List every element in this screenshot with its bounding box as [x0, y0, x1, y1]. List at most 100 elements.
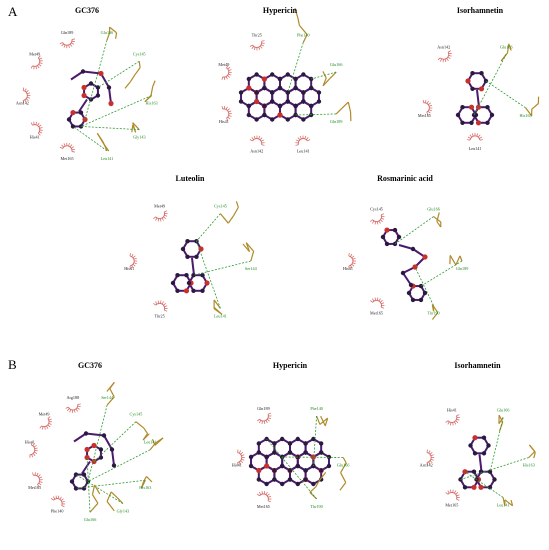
arc-curve	[447, 415, 458, 423]
arc-curve	[237, 452, 243, 463]
arc-spike	[307, 139, 311, 142]
chain-bond	[498, 422, 504, 432]
hydrophobic-contact-arc	[467, 132, 483, 141]
chain-bond	[106, 501, 115, 512]
arc-spike	[131, 253, 134, 257]
arc-curve	[426, 452, 432, 463]
diagram-title: Rosmarinic acid	[377, 174, 433, 183]
arc-spike	[447, 421, 450, 425]
hydrogen-bond	[75, 479, 146, 489]
hbond-residue-label: Leu141	[144, 440, 157, 445]
arc-curve	[23, 90, 28, 101]
hydrophobic-residue-label: Met165	[257, 504, 270, 509]
residue-side-chain	[106, 26, 118, 41]
oxygen-atom	[264, 463, 270, 469]
carbon-atom	[185, 239, 190, 244]
arc-spike	[352, 257, 356, 260]
hydrophobic-residue-label: Asn142	[437, 44, 450, 49]
carbon-atom	[280, 463, 285, 469]
carbon-atom	[380, 234, 386, 240]
hydrogen-bond	[97, 60, 140, 88]
carbon-atom	[471, 112, 477, 118]
arc-spike	[68, 143, 70, 147]
arc-spike	[238, 461, 242, 465]
arc-spike	[34, 451, 38, 454]
carbon-atom	[301, 72, 306, 77]
arc-spike	[39, 131, 43, 134]
chain-bond	[504, 499, 513, 507]
carbon-atom	[293, 85, 298, 91]
carbon-atom	[254, 90, 259, 95]
chain-bond	[106, 381, 115, 392]
arc-spike	[476, 133, 479, 137]
arc-curve	[372, 300, 382, 308]
chain-bond	[322, 71, 327, 79]
carbon-atom	[270, 90, 275, 95]
hydrophobic-residue-label: Phe140	[51, 509, 64, 514]
arc-spike	[30, 122, 33, 126]
arc-spike	[132, 255, 136, 259]
arc-spike	[38, 124, 42, 128]
arc-spike	[380, 300, 383, 303]
hydrophobic-residue-label: Met165	[28, 485, 41, 490]
arc-spike	[256, 493, 260, 497]
carbon-atom	[106, 85, 112, 90]
carbon-atom	[280, 481, 285, 487]
oxygen-atom	[478, 86, 485, 92]
diagram-isorhamnetin-a: Isorhamnetin Glu166 His163 Leu141 Met165 Asn…	[405, 2, 545, 172]
carbon-atom	[316, 90, 322, 95]
diagram-title: Isorhamnetin	[456, 6, 504, 15]
arc-spike	[429, 460, 433, 463]
arc-curve	[297, 138, 308, 145]
arc-spike	[69, 43, 73, 47]
arc-spike	[267, 500, 272, 503]
panel-letter-b: B	[8, 357, 17, 372]
arc-spike	[454, 490, 457, 494]
hydrophobic-contact-arc	[32, 472, 43, 488]
chain-bond	[533, 452, 536, 459]
interaction-diagram: Glu166 Cys145 His163 Gly143 Leu141 Met165 His4…	[16, 26, 158, 161]
hydrophobic-residue-label: Leu141	[469, 146, 482, 151]
chain-bond	[298, 24, 308, 35]
chain-bond	[91, 494, 99, 504]
carbon-atom	[73, 486, 79, 491]
arc-spike	[37, 474, 41, 477]
carbon-atom	[200, 273, 205, 278]
oxygen-atom	[468, 104, 475, 110]
arc-spike	[426, 112, 429, 116]
carbon-atom	[392, 227, 398, 233]
arc-curve	[129, 255, 135, 267]
carbon-atom	[264, 454, 269, 460]
carbon-atom	[400, 270, 406, 276]
arc-spike	[39, 62, 43, 64]
hbond-residue-label: His163	[523, 463, 535, 468]
carbon-atom	[287, 450, 293, 455]
arc-spike	[71, 146, 75, 149]
diagram-title: GC376	[75, 6, 99, 15]
arc-spike	[160, 300, 162, 304]
hydrophobic-contact-arc	[39, 416, 53, 430]
residue-side-chain	[106, 381, 115, 406]
carbon-atom	[246, 76, 252, 82]
chain-bond	[106, 396, 115, 406]
chain-bond	[213, 299, 221, 309]
carbon-atom	[392, 241, 398, 247]
chain-bond	[245, 242, 255, 252]
residue-side-chain	[242, 242, 255, 262]
arc-spike	[456, 494, 460, 497]
arc-spike	[63, 143, 66, 147]
chain-bond	[110, 491, 118, 499]
carbon-atom	[293, 103, 298, 109]
chain-bond	[143, 427, 149, 434]
hydrogen-bond	[464, 471, 504, 498]
hydrophobic-residue-label: Asn142	[250, 149, 263, 154]
chain-bond	[134, 67, 141, 76]
chain-bond	[154, 437, 164, 446]
hydrophobic-residue-label: Met49	[154, 204, 165, 209]
arc-spike	[71, 40, 75, 43]
carbon-atom	[175, 288, 180, 293]
hbond-residue-label: Glu166	[497, 408, 510, 413]
carbon-atom	[326, 463, 332, 469]
hydrophobic-contact-arc	[30, 55, 43, 70]
panel-letter-a: A	[8, 4, 18, 19]
